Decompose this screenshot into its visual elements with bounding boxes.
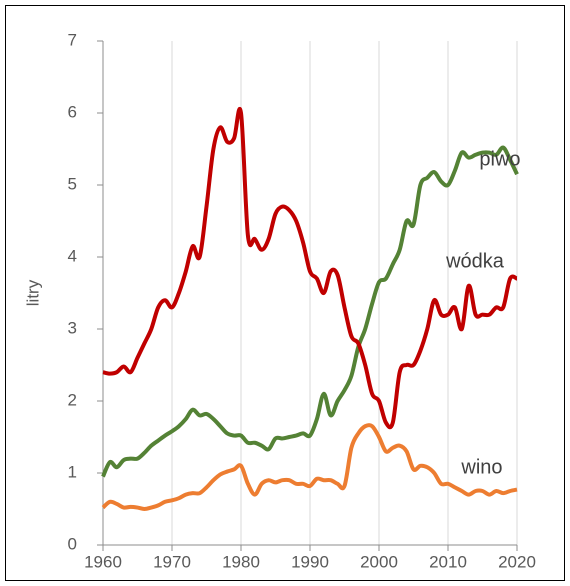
x-tick-label: 2010: [429, 552, 467, 571]
x-tick-label: 1970: [153, 552, 191, 571]
y-tick-label: 5: [68, 174, 77, 193]
y-tick-label: 3: [68, 318, 77, 337]
series-label: piwo: [479, 148, 520, 170]
x-tick-label: 2000: [360, 552, 398, 571]
series-line: [101, 145, 519, 478]
y-tick-label: 4: [68, 246, 77, 265]
series-line: [102, 107, 518, 430]
y-tick-label: 1: [68, 462, 77, 481]
y-tick-label: 7: [68, 30, 77, 49]
y-axis-label: litry: [23, 279, 42, 306]
y-tick-label: 6: [68, 102, 77, 121]
x-tick-label: 1980: [222, 552, 260, 571]
series-label: wino: [460, 456, 502, 478]
y-tick-label: 0: [68, 534, 77, 553]
x-tick-label: 2020: [498, 552, 536, 571]
series-label: wódka: [445, 250, 505, 272]
chart-border: [5, 5, 565, 581]
x-tick-label: 1990: [291, 552, 329, 571]
series-line: [101, 423, 518, 511]
x-tick-label: 1960: [84, 552, 122, 571]
y-tick-label: 2: [68, 390, 77, 409]
